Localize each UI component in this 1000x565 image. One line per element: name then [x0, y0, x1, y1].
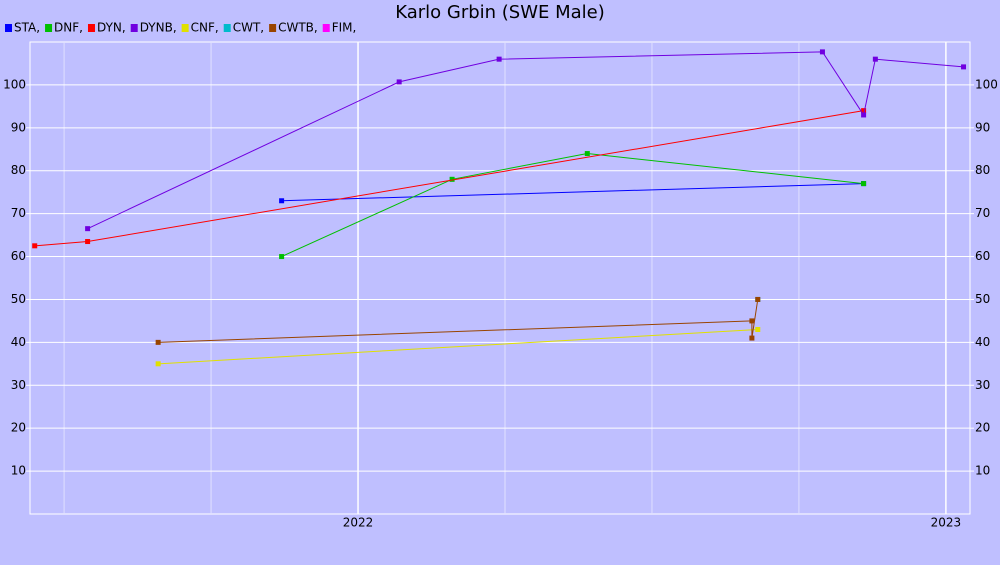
data-point: [755, 326, 761, 332]
legend-swatch: [269, 24, 277, 32]
series-line: [158, 328, 758, 365]
y2-tick-label: 60: [975, 249, 990, 263]
y-tick-label: 30: [11, 378, 26, 392]
legend-swatch: [181, 24, 189, 32]
y-tick-label: 90: [11, 120, 26, 134]
y2-tick-label: 70: [975, 206, 990, 220]
x-tick-label: 2023: [931, 516, 962, 530]
legend-label: CWTB,: [278, 21, 318, 35]
y2-tick-label: 20: [975, 421, 990, 435]
data-point: [396, 79, 402, 85]
data-point: [861, 181, 867, 187]
data-point: [961, 64, 967, 70]
legend-label: DNF,: [54, 21, 83, 35]
chart-title: Karlo Grbin (SWE Male): [395, 2, 605, 23]
y2-tick-label: 100: [975, 77, 998, 91]
y-tick-label: 10: [11, 464, 26, 478]
y-tick-label: 60: [11, 249, 26, 263]
y2-tick-label: 40: [975, 335, 990, 349]
data-point: [819, 49, 825, 55]
y2-tick-label: 80: [975, 163, 990, 177]
data-point: [749, 318, 755, 324]
legend-swatch: [5, 24, 12, 32]
legend-swatch: [223, 24, 231, 32]
y2-tick-label: 10: [975, 464, 990, 478]
series-line: [158, 299, 759, 343]
series-line: [281, 183, 864, 202]
data-point: [85, 239, 91, 245]
y2-tick-label: 50: [975, 292, 990, 306]
data-point: [749, 335, 755, 341]
data-point: [279, 254, 285, 260]
data-point: [449, 176, 455, 182]
y-tick-label: 20: [11, 421, 26, 435]
data-point: [155, 361, 161, 367]
data-point: [279, 198, 285, 204]
y-tick-label: 50: [11, 292, 26, 306]
legend-label: DYN,: [97, 21, 126, 35]
legend-label: FIM,: [332, 21, 357, 35]
y2-tick-label: 30: [975, 378, 990, 392]
data-point: [872, 56, 878, 62]
y-tick-label: 40: [11, 335, 26, 349]
legend-swatch: [130, 24, 138, 32]
y2-tick-label: 90: [975, 120, 990, 134]
series-line: [281, 153, 864, 258]
data-point: [32, 243, 38, 249]
plot-area: [29, 41, 971, 515]
data-point: [155, 339, 161, 345]
data-point: [755, 296, 761, 302]
y-tick-label: 100: [3, 77, 26, 91]
y-tick-label: 70: [11, 206, 26, 220]
data-point: [584, 151, 590, 157]
legend-label: CNF,: [191, 21, 219, 35]
data-point: [496, 56, 502, 62]
data-point: [861, 108, 867, 114]
legend-label: DYNB,: [140, 21, 177, 35]
data-point: [861, 112, 867, 118]
data-point: [85, 226, 91, 232]
y-tick-label: 80: [11, 163, 26, 177]
x-tick-label: 2022: [343, 516, 374, 530]
legend-swatch: [322, 24, 330, 32]
legend-swatch: [87, 24, 95, 32]
legend-swatch: [45, 24, 53, 32]
legend-label: CWT,: [233, 21, 264, 35]
legend-label: STA,: [14, 21, 40, 35]
